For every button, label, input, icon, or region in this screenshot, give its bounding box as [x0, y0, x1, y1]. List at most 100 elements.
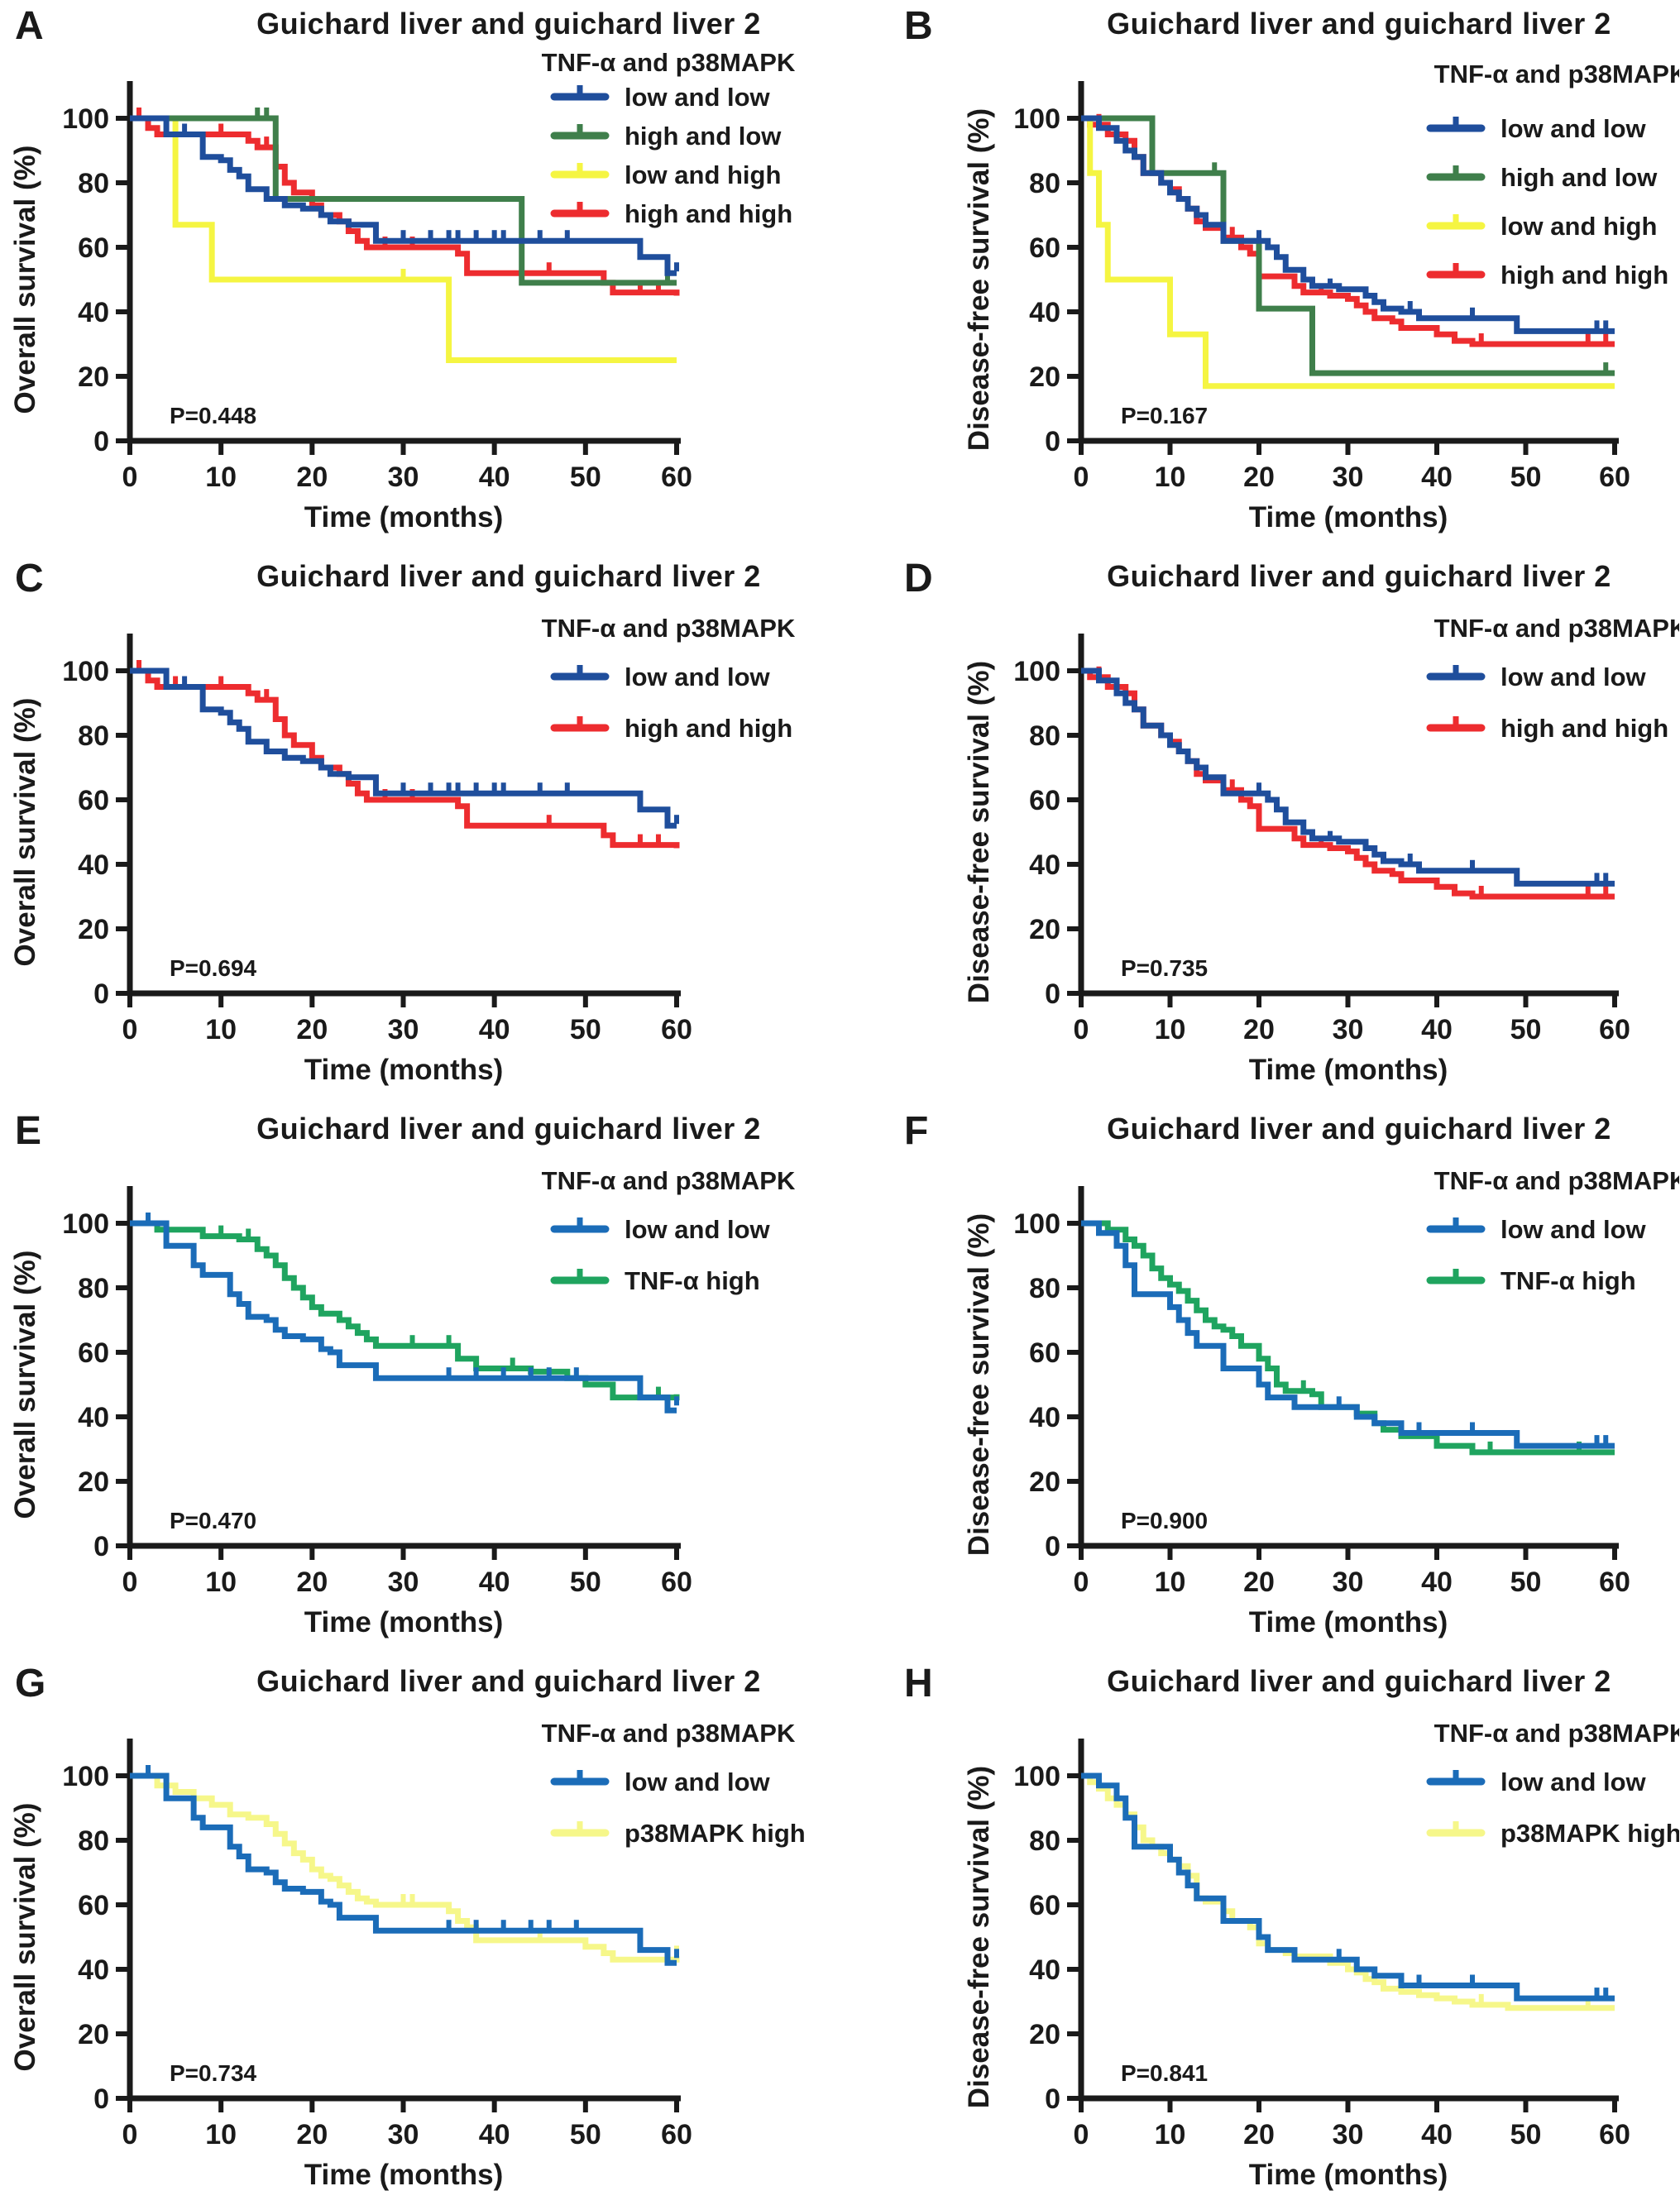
p-value-label: P=0.734 [170, 2060, 257, 2086]
p-value-label: P=0.735 [1121, 955, 1209, 981]
x-tick-label: 40 [479, 1567, 510, 1598]
panel-F: F Guichard liver and guichard liver 2 Di… [840, 1105, 1679, 1658]
legend-title: TNF-α and p38MAPK [542, 1166, 796, 1195]
x-tick-label: 50 [570, 2119, 601, 2150]
series-high-and-high [1081, 667, 1615, 900]
x-axis-title: Time (months) [304, 2159, 504, 2191]
series-high-and-low [1081, 115, 1615, 376]
x-tick-label: 50 [1510, 1567, 1542, 1598]
x-tick-label: 20 [296, 1014, 328, 1045]
y-tick-label: 80 [1029, 1825, 1060, 1857]
x-tick-label: 20 [1243, 1567, 1275, 1598]
p-value-label: P=0.470 [170, 1508, 257, 1533]
x-axis-title: Time (months) [1248, 501, 1448, 533]
x-tick-label: 40 [1421, 2119, 1453, 2150]
panel-G: G Guichard liver and guichard liver 2 Ov… [0, 1658, 840, 2210]
x-tick-label: 40 [1421, 462, 1453, 493]
series-low-and-high [1081, 115, 1615, 390]
panel-title: Guichard liver and guichard liver 2 [256, 1664, 761, 1698]
x-tick-label: 0 [122, 462, 138, 493]
panel-letter: C [15, 557, 44, 600]
y-tick-label: 60 [1029, 1337, 1060, 1369]
y-tick-label: 40 [78, 849, 109, 881]
y-tick-label: 40 [1029, 849, 1060, 881]
y-tick-label: 100 [62, 1761, 109, 1792]
panel-letter: E [15, 1109, 42, 1153]
x-axis-title: Time (months) [304, 1606, 504, 1638]
y-tick-label: 80 [78, 1273, 109, 1304]
x-tick-label: 20 [1243, 2119, 1275, 2150]
y-tick-label: 100 [1013, 103, 1060, 135]
x-tick-label: 20 [296, 1567, 328, 1598]
panel-letter: F [904, 1109, 929, 1153]
x-tick-label: 20 [296, 462, 328, 493]
y-tick-label: 20 [1029, 361, 1060, 393]
legend-item-label: low and low [1501, 663, 1647, 691]
legend-item-label: p38MAPK high [625, 1819, 806, 1848]
x-tick-label: 40 [479, 462, 510, 493]
y-tick-label: 80 [78, 168, 109, 199]
series-p38mapk-high [130, 1772, 680, 1963]
legend-item-label: low and low [1501, 1215, 1647, 1244]
legend-title: TNF-α and p38MAPK [542, 1719, 796, 1748]
x-tick-label: 10 [1155, 1567, 1186, 1598]
x-tick-label: 0 [1074, 1014, 1089, 1045]
legend-item-label: high and high [1501, 261, 1668, 289]
y-tick-label: 0 [1045, 1531, 1060, 1562]
x-tick-label: 40 [479, 1014, 510, 1045]
y-tick-label: 40 [78, 297, 109, 328]
series-high-and-high [130, 667, 680, 849]
y-tick-label: 40 [1029, 297, 1060, 328]
legend-title: TNF-α and p38MAPK [1434, 1719, 1679, 1748]
y-tick-label: 20 [1029, 1466, 1060, 1498]
y-tick-label: 60 [1029, 1890, 1060, 1921]
x-tick-label: 10 [1155, 1014, 1186, 1045]
x-tick-label: 50 [1510, 1014, 1542, 1045]
legend-item-label: low and low [1501, 114, 1647, 143]
x-tick-label: 10 [205, 462, 237, 493]
panel-C: C Guichard liver and guichard liver 2 Ov… [0, 552, 840, 1105]
y-tick-label: 100 [62, 656, 109, 687]
x-tick-label: 0 [1074, 462, 1089, 493]
y-tick-label: 80 [1029, 720, 1060, 752]
y-tick-label: 20 [1029, 914, 1060, 945]
panel-H: H Guichard liver and guichard liver 2 Di… [840, 1658, 1679, 2210]
panel-title: Guichard liver and guichard liver 2 [256, 7, 761, 41]
legend-item-label: low and high [625, 160, 781, 189]
legend-item-label: low and high [1501, 212, 1657, 241]
legend-item-label: high and low [625, 122, 782, 151]
legend-item-label: low and low [625, 1768, 771, 1796]
x-tick-label: 10 [1155, 2119, 1186, 2150]
y-tick-label: 20 [1029, 2019, 1060, 2050]
km-plot: 0 20 40 60 80 100 0 10 20 30 40 50 60 TNF-α and p38MA… [1013, 614, 1679, 1045]
y-tick-label: 100 [62, 103, 109, 135]
legend-title: TNF-α and p38MAPK [1434, 614, 1679, 643]
panel-letter: G [15, 1662, 46, 1705]
x-tick-label: 60 [1599, 1567, 1630, 1598]
x-tick-label: 30 [388, 1014, 419, 1045]
km-plot: 0 20 40 60 80 100 0 10 20 30 40 50 60 TNF-α and p38MA… [62, 1719, 806, 2150]
y-tick-label: 60 [1029, 785, 1060, 816]
x-tick-label: 60 [1599, 2119, 1630, 2150]
series-high-and-high [130, 115, 680, 296]
legend-item-label: p38MAPK high [1501, 1819, 1679, 1848]
series-low-and-low [1081, 1220, 1615, 1449]
x-tick-label: 50 [1510, 462, 1542, 493]
panel-title: Guichard liver and guichard liver 2 [1107, 559, 1611, 593]
series-tnf-high [130, 1220, 680, 1401]
legend-item-label: low and low [625, 663, 771, 691]
x-tick-label: 60 [661, 462, 692, 493]
x-tick-label: 60 [661, 2119, 692, 2150]
x-tick-label: 20 [1243, 462, 1275, 493]
km-plot: 0 20 40 60 80 100 0 10 20 30 40 50 60 TNF-α and p38MA… [62, 48, 796, 493]
y-tick-label: 80 [1029, 1273, 1060, 1304]
legend-item-label: high and high [625, 199, 792, 228]
p-value-label: P=0.448 [170, 403, 257, 428]
series-low-and-low [1081, 667, 1615, 887]
x-tick-label: 0 [122, 1567, 138, 1598]
panel-letter: A [15, 4, 44, 48]
legend-item-label: low and low [625, 1215, 771, 1244]
y-tick-label: 40 [1029, 1402, 1060, 1433]
legend-item-label: high and low [1501, 163, 1658, 192]
series-low-and-low [130, 115, 677, 276]
